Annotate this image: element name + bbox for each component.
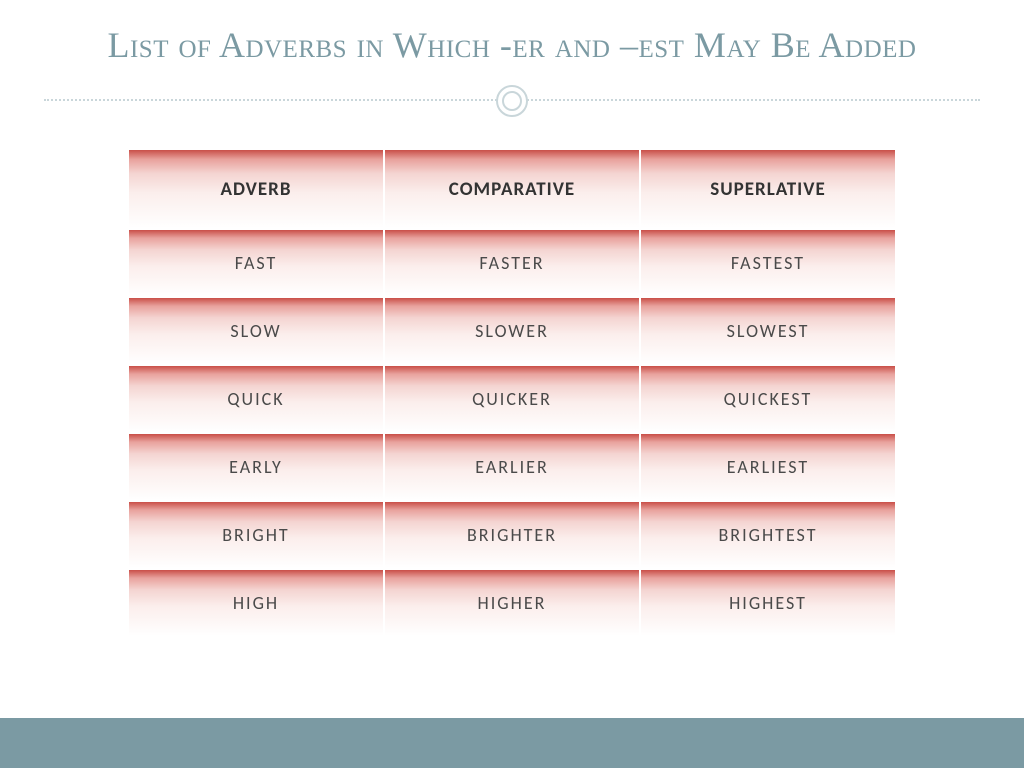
- cell-adverb: EARLY: [129, 434, 385, 500]
- table-row: BRIGHT BRIGHTER BRIGHTEST: [129, 502, 895, 570]
- adverb-table: ADVERB COMPARATIVE SUPERLATIVE FAST FAST…: [128, 149, 896, 637]
- title-divider: [44, 85, 980, 113]
- table-header-row: ADVERB COMPARATIVE SUPERLATIVE: [129, 150, 895, 230]
- cell-superlative: QUICKEST: [641, 366, 895, 432]
- divider-circle-icon: [496, 85, 528, 117]
- table-row: QUICK QUICKER QUICKEST: [129, 366, 895, 434]
- cell-comparative: EARLIER: [385, 434, 641, 500]
- footer-bar: [0, 718, 1024, 768]
- cell-adverb: FAST: [129, 230, 385, 296]
- table-row: FAST FASTER FASTEST: [129, 230, 895, 298]
- cell-comparative: BRIGHTER: [385, 502, 641, 568]
- cell-comparative: QUICKER: [385, 366, 641, 432]
- slide-container: List of Adverbs in Which -er and –est Ma…: [0, 0, 1024, 718]
- slide-title: List of Adverbs in Which -er and –est Ma…: [44, 24, 980, 85]
- cell-superlative: FASTEST: [641, 230, 895, 296]
- table-row: EARLY EARLIER EARLIEST: [129, 434, 895, 502]
- cell-superlative: SLOWEST: [641, 298, 895, 364]
- table-row: HIGH HIGHER HIGHEST: [129, 570, 895, 636]
- header-adverb: ADVERB: [129, 150, 385, 228]
- cell-adverb: SLOW: [129, 298, 385, 364]
- cell-adverb: HIGH: [129, 570, 385, 636]
- cell-comparative: FASTER: [385, 230, 641, 296]
- cell-adverb: BRIGHT: [129, 502, 385, 568]
- header-comparative: COMPARATIVE: [385, 150, 641, 228]
- cell-comparative: HIGHER: [385, 570, 641, 636]
- cell-superlative: EARLIEST: [641, 434, 895, 500]
- cell-superlative: BRIGHTEST: [641, 502, 895, 568]
- table-row: SLOW SLOWER SLOWEST: [129, 298, 895, 366]
- cell-superlative: HIGHEST: [641, 570, 895, 636]
- cell-comparative: SLOWER: [385, 298, 641, 364]
- header-superlative: SUPERLATIVE: [641, 150, 895, 228]
- cell-adverb: QUICK: [129, 366, 385, 432]
- divider-inner-circle-icon: [502, 91, 522, 111]
